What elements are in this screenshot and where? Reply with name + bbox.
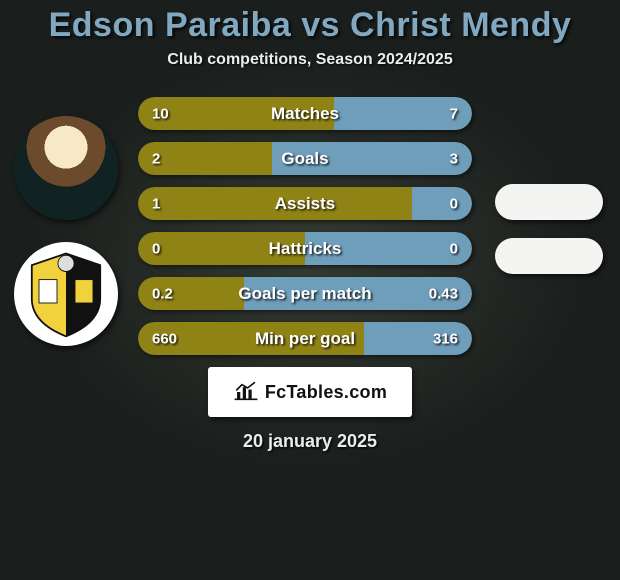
- page-title: Edson Paraiba vs Christ Mendy: [0, 4, 620, 51]
- left-avatars: [6, 106, 126, 346]
- stat-value-right: 0: [450, 240, 458, 257]
- subtitle: Club competitions, Season 2024/2025: [0, 51, 620, 69]
- stat-value-left: 1: [152, 195, 160, 212]
- stat-value-right: 3: [450, 150, 458, 167]
- stat-value-right: 0.43: [429, 285, 458, 302]
- stat-bar: 10 7 Matches: [138, 97, 472, 130]
- branding-badge[interactable]: FcTables.com: [208, 367, 412, 417]
- branding-text: FcTables.com: [265, 382, 387, 403]
- stat-value-right: 0: [450, 195, 458, 212]
- stat-label: Matches: [271, 104, 339, 124]
- stat-bars: 107Matches23Goals10Assists00Hattricks0.2…: [138, 97, 472, 355]
- opponent-avatar-placeholder: [495, 184, 603, 220]
- stat-value-left: 2: [152, 150, 160, 167]
- stat-value-right: 7: [450, 105, 458, 122]
- stat-label: Min per goal: [255, 329, 355, 349]
- stat-bar: 0.2 0.43 Goals per match: [138, 277, 472, 310]
- club-badge: [14, 242, 118, 346]
- chart-icon: [233, 379, 259, 405]
- comparison-panel: 107Matches23Goals10Assists00Hattricks0.2…: [0, 97, 620, 355]
- stat-value-left: 660: [152, 330, 177, 347]
- right-avatars: [484, 178, 614, 274]
- stat-label: Hattricks: [269, 239, 342, 259]
- date-label: 20 january 2025: [0, 431, 620, 452]
- stat-bar: 1 0 Assists: [138, 187, 472, 220]
- opponent-badge-placeholder: [495, 238, 603, 274]
- stat-value-left: 0.2: [152, 285, 173, 302]
- stat-value-left: 0: [152, 240, 160, 257]
- stat-bar: 2 3 Goals: [138, 142, 472, 175]
- stat-label: Goals per match: [238, 284, 371, 304]
- stat-value-right: 316: [433, 330, 458, 347]
- player-avatar: [14, 116, 118, 220]
- stat-label: Assists: [275, 194, 335, 214]
- stat-bar-right: [412, 187, 472, 220]
- stat-value-left: 10: [152, 105, 169, 122]
- club-crest-icon: [21, 249, 111, 339]
- stat-bar: 0 0 Hattricks: [138, 232, 472, 265]
- stat-label: Goals: [281, 149, 328, 169]
- stat-bar: 660 316 Min per goal: [138, 322, 472, 355]
